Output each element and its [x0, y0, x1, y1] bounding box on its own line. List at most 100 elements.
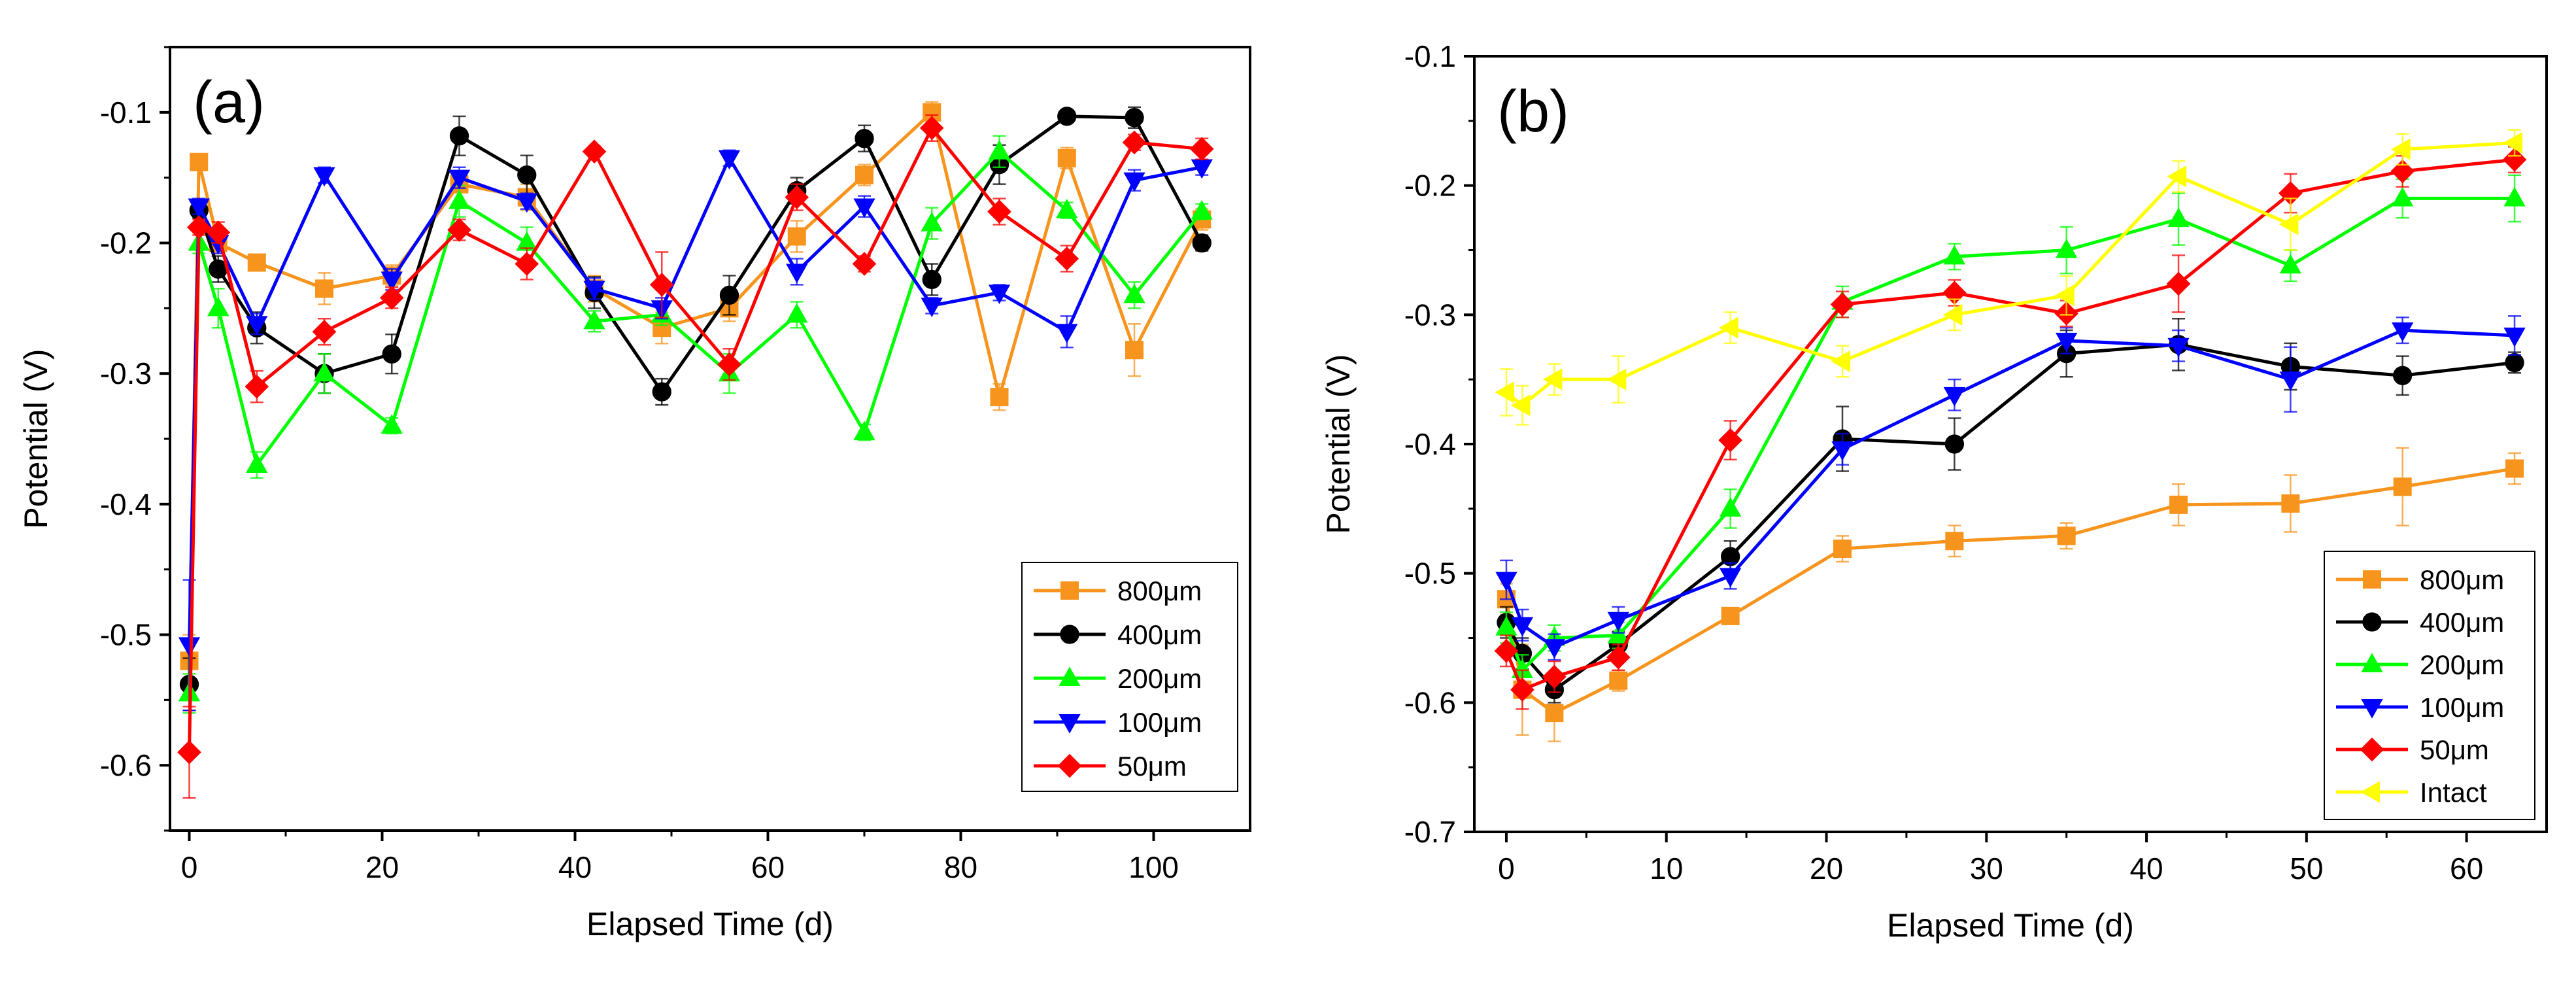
data-point: [1191, 199, 1213, 220]
data-point: [1542, 368, 1563, 390]
legend-b: 800μm 400μm 200μm 100μm 50μm Intact: [2324, 551, 2535, 820]
data-point: [382, 344, 401, 364]
data-point: [2166, 271, 2191, 296]
data-point: [1123, 172, 1145, 192]
data-point: [2167, 165, 2187, 188]
data-point: [719, 285, 739, 305]
data-point: [1718, 428, 1742, 453]
data-point: [1055, 247, 1079, 271]
x-tick-label-a: 60: [751, 850, 785, 884]
y-tick-label-a: -0.3: [100, 356, 152, 390]
data-point: [2392, 322, 2414, 342]
x-axis-title-a: Elapsed Time (d): [586, 906, 834, 942]
series-b-5: [1495, 129, 2523, 426]
series-line: [188, 150, 1204, 694]
data-point: [987, 199, 1011, 224]
y-axis-title-a: Potential (V): [18, 349, 54, 528]
data-point: [515, 252, 539, 276]
x-tick-label-b: 40: [2129, 852, 2163, 886]
data-point: [188, 198, 210, 218]
data-point: [988, 284, 1011, 305]
data-point: [583, 309, 605, 330]
legend-label: 800μm: [1117, 576, 1202, 606]
data-point: [718, 150, 741, 170]
x-tick-label-a: 20: [365, 850, 399, 884]
data-point: [1125, 108, 1144, 128]
data-point: [1606, 368, 1627, 390]
data-point: [517, 165, 537, 185]
x-tick-label-a: 80: [944, 850, 977, 884]
legend-marker: [1059, 714, 1081, 734]
legend-marker: [1059, 666, 1081, 687]
legend-label: 50μm: [1117, 751, 1187, 782]
y-tick-label-a: -0.1: [100, 95, 152, 129]
data-point: [313, 167, 335, 187]
data-point: [922, 269, 941, 290]
data-point: [447, 218, 471, 242]
y-tick-label-b: -0.2: [1404, 169, 1456, 203]
data-point: [649, 273, 674, 297]
legend-marker: [1057, 753, 1082, 778]
data-point: [990, 388, 1009, 407]
x-tick-label-a: 100: [1128, 850, 1179, 884]
data-point: [853, 198, 875, 218]
y-tick-label-a: -0.4: [100, 487, 152, 521]
legend-a: 800μm 400μm 200μm 100μm 50μm: [1021, 562, 1238, 792]
x-axis-title-b: Elapsed Time (d): [1887, 907, 2134, 944]
x-tick-label-b: 20: [1810, 852, 1843, 886]
data-point: [2390, 159, 2415, 184]
data-point: [852, 252, 877, 276]
data-point: [246, 316, 268, 336]
data-point: [786, 264, 808, 284]
data-point: [2167, 337, 2190, 358]
data-point: [1718, 317, 1738, 339]
chart-panel-a: 0 20 40 60 80 100 -0.6 -0.5 -0.4 -0.3 -0.2 -0.1 Elap…: [18, 46, 1251, 942]
data-point: [206, 220, 231, 245]
legend-label: 400μm: [2420, 607, 2504, 638]
data-point: [1606, 645, 1631, 670]
data-point: [1543, 639, 1566, 659]
data-point: [1542, 664, 1567, 689]
data-point: [516, 193, 538, 213]
data-point: [785, 185, 809, 209]
data-point: [1942, 303, 1963, 326]
data-point: [1831, 441, 1854, 461]
legend-label: 50μm: [2420, 734, 2489, 765]
y-tick-label-b: -0.5: [1404, 557, 1456, 591]
legend-label: 200μm: [1117, 663, 1202, 694]
data-point: [246, 453, 268, 473]
data-point: [245, 374, 269, 399]
legend-label: 200μm: [2420, 649, 2504, 680]
y-tick-label-b: -0.7: [1404, 815, 1456, 849]
legend-label: 400μm: [1117, 619, 1202, 650]
x-tick-label-a: 0: [181, 850, 198, 884]
data-point: [1123, 283, 1145, 303]
legend-label: Intact: [2420, 777, 2487, 808]
data-point: [1833, 540, 1852, 559]
legend-marker: [2363, 570, 2381, 589]
legend-marker: [1060, 581, 1079, 600]
data-point: [1511, 617, 1534, 637]
data-point: [855, 129, 874, 148]
legend-label: 800μm: [2420, 564, 2504, 595]
y-tick-label-b: -0.6: [1404, 685, 1456, 719]
y-tick-label-b: -0.4: [1404, 427, 1456, 461]
data-point: [1831, 350, 1851, 373]
data-point: [2279, 254, 2302, 274]
legend-marker: [2362, 612, 2382, 632]
data-point: [2503, 186, 2526, 207]
series-b-3: [1495, 315, 2526, 661]
data-point: [1510, 678, 1534, 702]
legend-marker: [2360, 737, 2384, 762]
data-point: [1189, 137, 1214, 162]
data-point: [1944, 434, 1964, 454]
x-tick-label-b: 50: [2290, 852, 2323, 886]
legend-label: 100μm: [1117, 707, 1202, 738]
data-point: [1607, 623, 1629, 644]
panel-label-a: (a): [193, 70, 265, 135]
data-point: [786, 303, 808, 323]
data-point: [1495, 572, 1517, 592]
data-point: [1057, 148, 1076, 167]
data-point: [988, 140, 1011, 160]
data-point: [2279, 371, 2302, 391]
